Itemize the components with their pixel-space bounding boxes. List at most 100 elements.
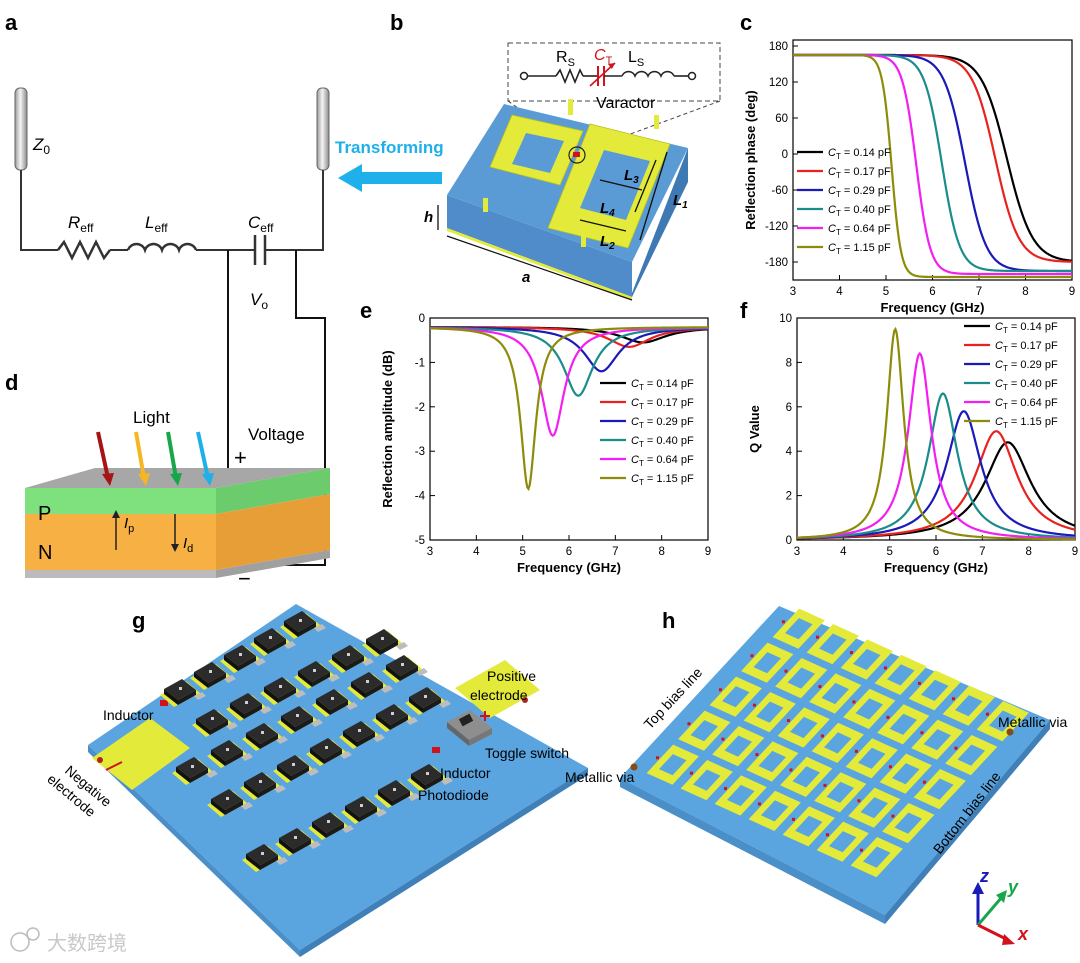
x-tick-label: 7 xyxy=(612,546,618,558)
photodiode-chip xyxy=(280,611,326,639)
legend-entry: CT = 0.14 pF xyxy=(828,147,891,161)
photodiode-chip xyxy=(374,780,420,808)
substrate-right-face xyxy=(632,148,688,297)
transforming-arrow: Transforming xyxy=(335,138,444,192)
y-tick-label: -180 xyxy=(765,257,788,269)
series-line xyxy=(793,53,1072,279)
coax-left xyxy=(14,87,28,178)
panel-b-unit-cell: RS CT LS Varactor xyxy=(424,42,721,301)
photodiode-chip xyxy=(306,738,352,766)
voltage-label: Voltage xyxy=(248,425,305,444)
series-line xyxy=(796,410,1076,540)
legend-entry: CT = 0.17 pF xyxy=(631,397,694,411)
label-inductor-left: Inductor xyxy=(103,707,154,723)
panel-label-g: g xyxy=(132,608,145,633)
series-line xyxy=(796,351,1076,540)
unit-cell xyxy=(908,670,961,711)
y-axis-label: Reflection amplitude (dB) xyxy=(380,350,395,507)
label-positive-2: electrode xyxy=(470,687,528,703)
legend-entry: CT = 1.15 pF xyxy=(828,242,891,256)
unit-cell xyxy=(840,639,893,680)
label-metallic-via-left: Metallic via xyxy=(565,769,634,785)
y-tick-label: -1 xyxy=(415,357,425,369)
unit-cell xyxy=(848,787,901,828)
pd-p-layer xyxy=(25,488,216,514)
plus-sign: + xyxy=(234,445,247,470)
axis-y-label: y xyxy=(1007,877,1019,897)
unit-cell xyxy=(845,738,898,779)
legend-entry: CT = 0.64 pF xyxy=(828,223,891,237)
c-eff-label: Ceff xyxy=(248,213,274,235)
x-tick-label: 7 xyxy=(979,546,985,558)
id-label: Id xyxy=(183,535,193,555)
x-axis-label: Frequency (GHz) xyxy=(517,560,621,575)
unit-cell xyxy=(712,726,765,767)
unit-cell xyxy=(976,701,1029,742)
x-tick-label: 7 xyxy=(976,286,982,298)
legend-entry: CT = 0.29 pF xyxy=(995,359,1058,373)
unit-cell xyxy=(811,722,864,763)
legend-entry: CT = 0.14 pF xyxy=(631,378,694,392)
x-tick-label: 8 xyxy=(1025,546,1031,558)
minus-sign: − xyxy=(238,566,251,591)
inductor-right xyxy=(432,747,440,753)
series-line xyxy=(796,392,1076,539)
unit-cell xyxy=(809,673,862,714)
x-tick-label: 8 xyxy=(1022,286,1028,298)
legend-entry: CT = 0.29 pF xyxy=(631,416,694,430)
label-toggle-switch: Toggle switch xyxy=(485,745,569,761)
legend-entry: CT = 0.40 pF xyxy=(995,378,1058,392)
unit-cell xyxy=(775,658,828,699)
x-axis-label: Frequency (GHz) xyxy=(880,300,984,315)
photodiode-chip xyxy=(242,844,288,872)
y-tick-label: -5 xyxy=(415,535,425,547)
photodiode-chip xyxy=(347,672,393,700)
unit-cell xyxy=(877,704,930,745)
p-label: P xyxy=(38,503,51,525)
photodiode-chip xyxy=(362,629,408,657)
photodiode-chip xyxy=(407,764,453,792)
y-tick-label: 180 xyxy=(769,41,788,53)
x-tick-label: 4 xyxy=(836,286,843,298)
x-tick-label: 3 xyxy=(427,546,433,558)
y-tick-label: -60 xyxy=(771,185,788,197)
photodiode-chip xyxy=(405,687,451,715)
photodiode-chip xyxy=(260,677,306,705)
pd-n-layer xyxy=(25,514,216,570)
panel-label-d: d xyxy=(5,370,18,395)
label-metallic-via-right: Metallic via xyxy=(998,714,1067,730)
l-eff-label: Leff xyxy=(145,213,168,235)
x-tick-label: 5 xyxy=(886,546,892,558)
x-tick-label: 5 xyxy=(519,546,525,558)
unit-cell xyxy=(743,692,796,733)
panel-g-board: Inductor Positive electrode Toggle switc… xyxy=(44,604,588,957)
y-tick-label: 0 xyxy=(419,313,425,325)
x-tick-label: 5 xyxy=(883,286,889,298)
y-axis-label: Q Value xyxy=(747,405,762,453)
photodiode-chip xyxy=(372,704,418,732)
y-axis-label: Reflection phase (deg) xyxy=(743,90,758,229)
light-arrows xyxy=(96,431,214,486)
unit-cell xyxy=(874,654,927,695)
ls-label: LS xyxy=(628,49,644,69)
x-tick-label: 6 xyxy=(566,546,572,558)
y-tick-label: -4 xyxy=(415,491,426,503)
panel-label-b: b xyxy=(390,10,403,35)
label-positive-1: Positive xyxy=(487,668,536,684)
photodiode-chip xyxy=(220,645,266,673)
n-label: N xyxy=(38,542,52,564)
y-tick-label: -120 xyxy=(765,221,788,233)
ct-label: CT xyxy=(594,47,613,67)
plot-frame xyxy=(429,317,709,541)
photodiode-chip xyxy=(240,772,286,800)
unit-cell-array xyxy=(646,608,1029,878)
x-tick-label: 9 xyxy=(1069,286,1075,298)
unit-cell xyxy=(850,837,903,878)
y-tick-label: 2 xyxy=(786,491,792,503)
x-tick-label: 4 xyxy=(840,546,847,558)
panel-label-c: c xyxy=(740,10,752,35)
varactor-label: Varactor xyxy=(596,95,656,112)
y-tick-label: -2 xyxy=(415,402,425,414)
y-tick-label: 0 xyxy=(786,535,792,547)
panel-label-a: a xyxy=(5,10,18,35)
